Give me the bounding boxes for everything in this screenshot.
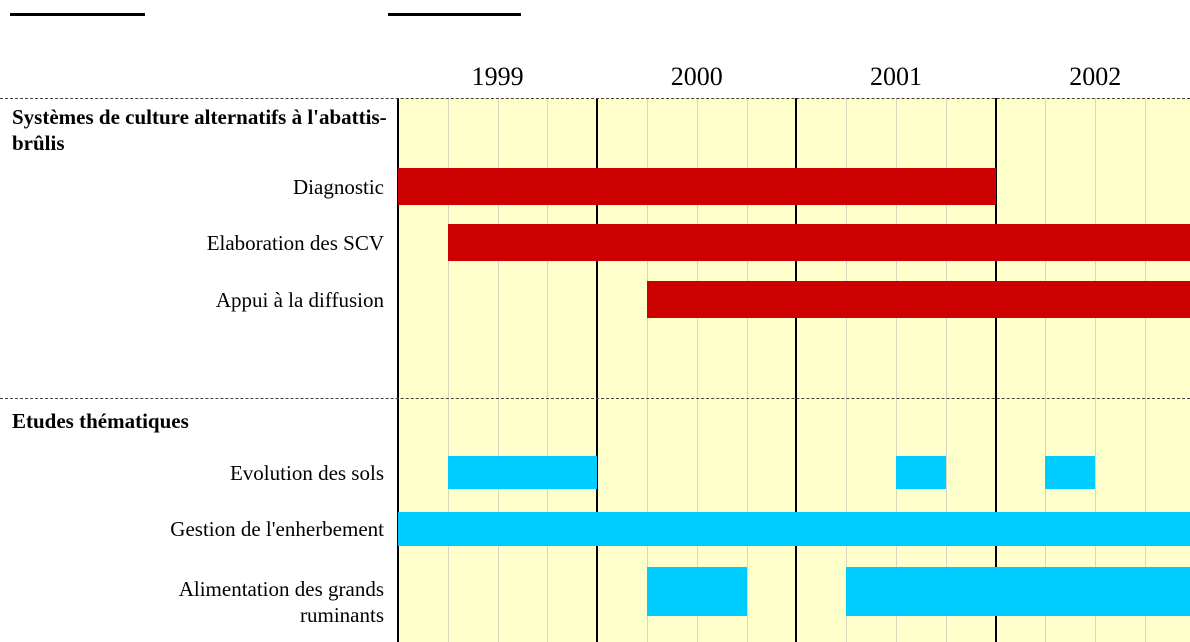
quarter-line	[945, 98, 947, 642]
quarter-line	[1145, 98, 1146, 642]
quarter-line	[696, 98, 698, 642]
year-label: 1999	[471, 62, 524, 91]
year-label: 2002	[1069, 62, 1122, 91]
section-title: Systèmes de culture alternatifs à l'abat…	[12, 105, 387, 155]
section-title: Etudes thématiques	[12, 409, 189, 433]
task-bar	[647, 281, 1190, 318]
task-bar	[846, 567, 1190, 616]
quarter-line	[846, 98, 848, 642]
section-divider	[0, 98, 1190, 99]
header-rule	[388, 13, 521, 16]
year-line	[596, 98, 599, 642]
quarter-line	[1095, 98, 1097, 642]
quarter-line	[497, 98, 499, 642]
task-label: Gestion de l'enherbement	[170, 517, 384, 541]
year-label: 2000	[670, 62, 723, 91]
section-divider	[0, 398, 1190, 399]
task-bar	[447, 224, 1190, 261]
quarter-line	[746, 98, 748, 642]
quarter-line	[547, 98, 549, 642]
task-label: Elaboration des SCV	[206, 230, 384, 255]
year-line	[795, 98, 798, 642]
quarter-line	[647, 98, 648, 642]
task-label: Appui à la diffusion	[215, 287, 384, 312]
quarter-line	[896, 98, 897, 642]
year-line	[397, 98, 399, 642]
header-rule	[10, 13, 145, 16]
task-bar	[647, 567, 747, 616]
year-line	[994, 98, 997, 642]
task-label: Diagnostic	[293, 174, 384, 199]
task-bar	[447, 456, 598, 489]
year-label: 2001	[870, 62, 922, 91]
task-label: Alimentation des grands ruminants	[178, 577, 384, 627]
task-bar	[1045, 456, 1096, 489]
task-label: Evolution des sols	[229, 460, 384, 485]
quarter-line	[1045, 98, 1047, 642]
task-bar	[398, 512, 1190, 546]
task-bar	[398, 168, 996, 205]
task-bar	[896, 456, 946, 489]
quarter-line	[447, 98, 449, 642]
